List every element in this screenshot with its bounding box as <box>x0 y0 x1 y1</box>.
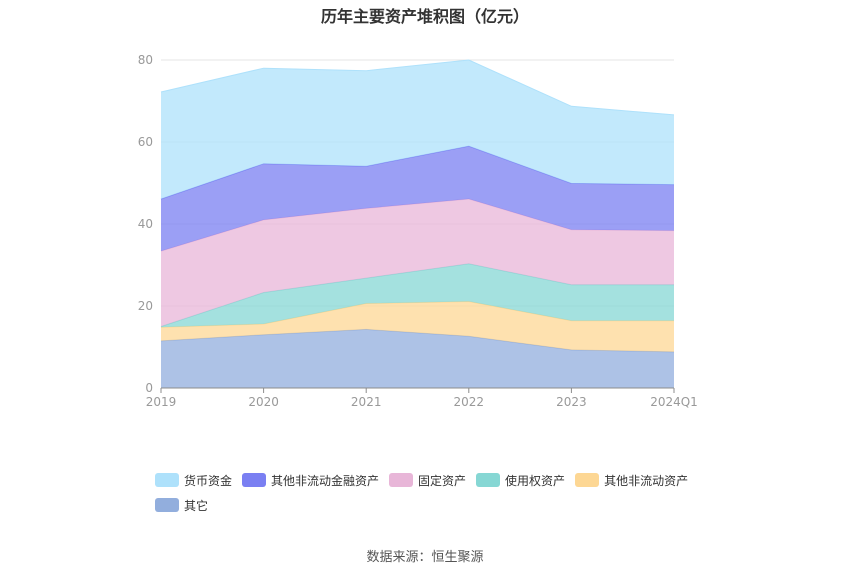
stacked-area-chart: 0 20 40 60 80 2019 2020 2021 2022 2023 2024Q1 <box>138 53 698 409</box>
x-tick-label: 2021 <box>351 395 382 409</box>
legend-item[interactable]: 其它 <box>155 497 208 513</box>
legend-swatch <box>575 473 600 487</box>
legend-swatch <box>476 473 501 487</box>
y-tick-label: 20 <box>138 299 153 313</box>
legend-swatch <box>155 473 179 487</box>
x-tick-label: 2019 <box>146 395 177 409</box>
area-其他非流动金融资产[interactable] <box>161 146 674 252</box>
x-tick-label: 2024Q1 <box>650 395 698 409</box>
chart-title: 历年主要资产堆积图（亿元） <box>320 7 529 26</box>
legend-item[interactable]: 其他非流动资产 <box>575 472 688 488</box>
legend-swatch <box>155 498 179 512</box>
y-tick-label: 80 <box>138 53 153 67</box>
axes: 0 20 40 60 80 2019 2020 2021 2022 2023 2024Q1 <box>138 53 698 409</box>
y-tick-label: 0 <box>145 381 153 395</box>
series-line-货币资金 <box>160 59 675 116</box>
legend-label: 其它 <box>184 498 209 513</box>
x-tick-label: 2022 <box>454 395 485 409</box>
legend-item[interactable]: 货币资金 <box>155 472 232 488</box>
area-series <box>160 59 675 388</box>
legend-label: 使用权资产 <box>505 473 566 488</box>
x-tick-label: 2023 <box>556 395 587 409</box>
legend-item[interactable]: 其他非流动金融资产 <box>242 472 379 488</box>
y-tick-label: 60 <box>138 135 153 149</box>
area-其它[interactable] <box>161 329 674 388</box>
legend-item[interactable]: 固定资产 <box>389 472 466 488</box>
legend-label: 固定资产 <box>418 473 467 488</box>
x-tick-label: 2020 <box>248 395 279 409</box>
data-source-note: 数据来源：恒生聚源 <box>366 550 484 565</box>
legend-label: 货币资金 <box>184 473 233 488</box>
legend-item[interactable]: 使用权资产 <box>476 472 565 488</box>
legend-swatch <box>389 473 414 487</box>
legend-label: 其他非流动金融资产 <box>271 473 380 488</box>
y-tick-label: 40 <box>138 217 153 231</box>
legend-swatch <box>242 473 267 487</box>
chart-legend: 货币资金 其他非流动金融资产 固定资产 使用权资产 其他非流动资产其它 <box>155 472 715 522</box>
area-固定资产[interactable] <box>161 199 674 327</box>
area-其他非流动资产[interactable] <box>161 301 674 352</box>
legend-label: 其他非流动资产 <box>604 473 689 488</box>
